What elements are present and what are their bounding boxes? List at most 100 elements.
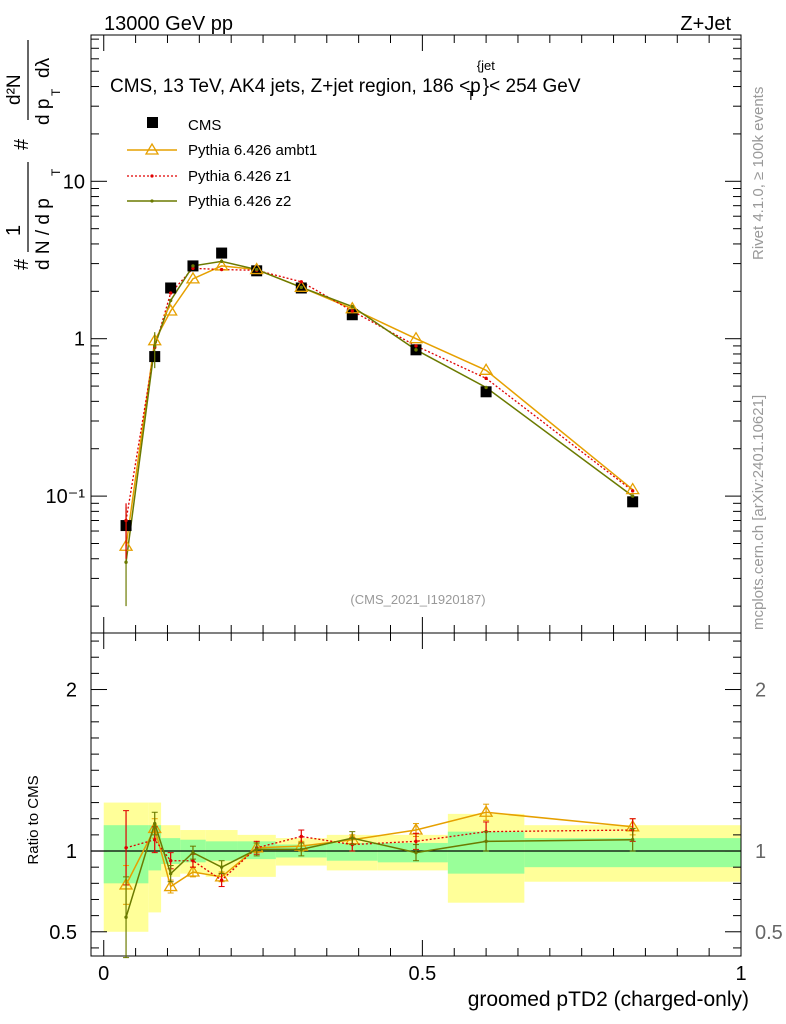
- ambt1-point: [625, 482, 640, 495]
- legend-z2-label: Pythia 6.426 z2: [188, 193, 291, 210]
- ratio-point-z2: [124, 915, 128, 919]
- ratio-ytick-label-right: 0.5: [755, 922, 783, 944]
- ratio-ytick-label-right: 1: [755, 841, 766, 863]
- ylabel-dpdl: d p: [33, 99, 54, 125]
- ylabel-d2n: d²N: [4, 74, 25, 105]
- cms-point: [165, 282, 177, 294]
- ratio-point-z1: [168, 859, 173, 863]
- ratio-point-z1: [219, 878, 224, 882]
- z2-point: [254, 267, 259, 272]
- z2-point: [350, 304, 354, 309]
- process-label: Z+Jet: [680, 13, 731, 35]
- z1-point: [630, 489, 635, 493]
- ylabel-hash2: #: [11, 138, 33, 150]
- legend-ambt1-marker: [144, 142, 160, 155]
- ratio-point-z2: [219, 865, 224, 869]
- z1-point: [191, 266, 195, 271]
- z2-point: [168, 298, 173, 303]
- ratio-ytick-label-right: 2: [755, 680, 766, 702]
- ambt1-point: [478, 363, 494, 375]
- ratio-ytick-label-left: 2: [66, 680, 77, 702]
- ratio-point-z2: [153, 821, 157, 826]
- ratio-series-layer: [118, 803, 640, 959]
- ratio-point-z2: [350, 836, 354, 840]
- ratio-panel: 0.5 0.5 1 1 2 2 0 0.5 1: [49, 632, 783, 985]
- ratio-point-z2: [414, 850, 418, 855]
- legend-cms-label: CMS: [188, 117, 221, 134]
- ylabel-t1: T: [49, 168, 63, 176]
- z1-point: [168, 291, 173, 295]
- z2-point: [484, 385, 488, 390]
- main-ytick-label: 1: [74, 329, 85, 351]
- z2-point: [219, 259, 224, 264]
- ratio-ytick-label-left: 0.5: [49, 922, 77, 944]
- ylabel-dn: d N / d p: [33, 198, 54, 270]
- ratio-point-z2: [168, 871, 173, 876]
- ambt1-point: [163, 303, 178, 316]
- cms-point: [346, 309, 358, 321]
- title-sup: {jet: [477, 58, 495, 73]
- z1-point: [414, 344, 418, 348]
- ratio-frame: [90, 632, 742, 957]
- x-axis-label: groomed pTD2 (charged-only): [468, 988, 749, 1011]
- z2-point: [630, 494, 635, 498]
- mcplots-label: mcplots.cern.ch [arXiv:2401.10621]: [750, 395, 767, 630]
- main-line-z2: [125, 260, 634, 563]
- main-ylabel: # 1 d N / d p T # d²N d p T dλ: [3, 40, 63, 270]
- ratio-ytick-label-left: 1: [66, 841, 77, 863]
- ratio-ylabel: Ratio to CMS: [25, 775, 42, 864]
- z1-point: [350, 309, 354, 313]
- ratio-band-inner: [326, 842, 378, 861]
- cms-point: [627, 496, 639, 508]
- main-line-z1: [125, 267, 634, 521]
- ylabel-t2: T: [49, 88, 63, 96]
- legend-ambt1-label: Pythia 6.426 ambt1: [188, 142, 317, 159]
- ambt1-point: [294, 280, 309, 292]
- ratio-point-z2: [484, 839, 488, 844]
- ambt1-point: [249, 262, 264, 275]
- ratio-point-ambt1: [185, 864, 201, 877]
- legend-z1-marker: [150, 174, 154, 178]
- ambt1-point: [185, 271, 201, 284]
- main-title: CMS, 13 TeV, AK4 jets, Z+jet region, 186…: [110, 58, 581, 103]
- ambt1-point: [345, 301, 360, 314]
- ratio-point-z2: [299, 847, 303, 852]
- ratio-xtick-label: 0: [98, 963, 109, 985]
- z1-point: [484, 376, 488, 381]
- title-prefix: CMS, 13 TeV, AK4 jets, Z+jet region, 186…: [110, 76, 470, 97]
- ratio-point-z1: [191, 859, 195, 863]
- ratio-point-ambt1: [478, 805, 494, 817]
- legend-cms-marker: [147, 117, 158, 128]
- ratio-point-z1: [299, 834, 303, 839]
- title-p: p: [470, 76, 481, 97]
- ratio-point-z1: [414, 839, 418, 844]
- ratio-point-z2: [630, 838, 635, 842]
- rivet-label: Rivet 4.1.0, ≥ 100k events: [750, 87, 767, 260]
- legend: CMS Pythia 6.426 ambt1 Pythia 6.426 z1 P…: [127, 117, 317, 210]
- main-ytick-label: 10⁻¹: [46, 486, 86, 508]
- legend-z2-marker: [150, 199, 154, 203]
- z2-point: [191, 264, 195, 268]
- main-series-layer: [118, 247, 640, 607]
- z1-point: [219, 267, 224, 272]
- z2-point: [299, 285, 303, 290]
- ambt1-point: [408, 331, 424, 344]
- ratio-point-ambt1: [163, 879, 178, 892]
- main-ytick-label: 10: [63, 171, 85, 193]
- main-line-ambt1: [125, 265, 634, 547]
- analysis-watermark: (CMS_2021_I1920187): [350, 592, 485, 607]
- z1-point: [299, 280, 303, 284]
- ratio-point-z1: [153, 838, 157, 842]
- ratio-point-z1: [124, 846, 128, 850]
- cms-point: [216, 247, 228, 259]
- ylabel-hash1: #: [11, 258, 33, 270]
- energy-label: 13000 GeV pp: [104, 13, 233, 35]
- cms-point: [480, 386, 492, 398]
- ratio-point-z2: [254, 847, 259, 852]
- legend-z1-label: Pythia 6.426 z1: [188, 168, 291, 185]
- ratio-xtick-label: 1: [735, 963, 746, 985]
- ratio-point-z2: [191, 850, 195, 855]
- ratio-bands-layer: [103, 802, 741, 932]
- ylabel-one: 1: [3, 225, 25, 236]
